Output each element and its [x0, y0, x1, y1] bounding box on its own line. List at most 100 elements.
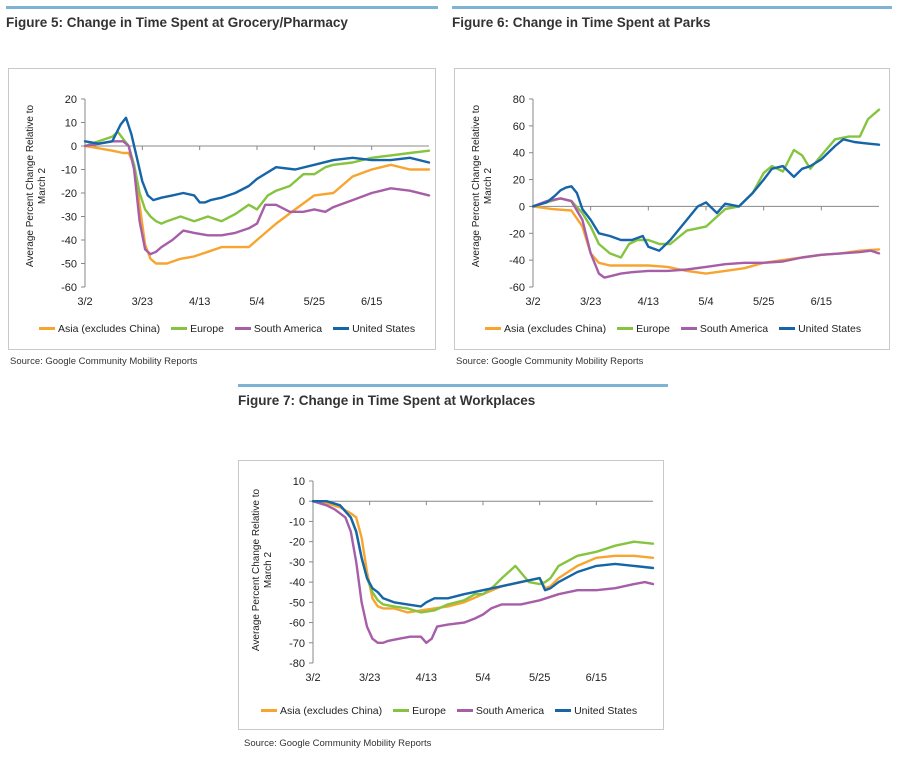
legend-swatch-europe	[171, 326, 188, 330]
legend-swatch-europe	[393, 708, 410, 712]
y-tick-label: 40	[513, 148, 525, 160]
y-tick-label: 60	[513, 121, 525, 133]
legend-item-europe: Europe	[617, 323, 670, 335]
figure-5-rule	[6, 6, 438, 9]
x-tick-label: 3/2	[77, 296, 92, 308]
x-tick-label: 3/23	[359, 672, 380, 684]
series-line-south-america	[311, 500, 655, 645]
y-tick-label: 0	[71, 141, 77, 153]
legend-item-south-america: South America	[234, 323, 323, 335]
legend-item-united-states: United States	[779, 323, 861, 335]
legend-label-south-america: South America	[475, 705, 545, 717]
series-line-asia-excludes-china	[83, 144, 431, 265]
y-tick-label: -30	[289, 557, 305, 569]
legend-label-united-states: United States	[574, 705, 638, 717]
legend-item-asia: Asia (excludes China)	[261, 705, 382, 717]
legend-label-europe: Europe	[190, 323, 224, 335]
y-tick-label: -50	[289, 597, 305, 609]
legend-label-asia: Asia (excludes China)	[504, 323, 607, 335]
legend-item-south-america: South America	[680, 323, 769, 335]
figure-5-plot: 20 10 0 -10 -20 -30 -40 -50 -603/2 3/23 4/13 5/4 5/2…	[61, 94, 431, 308]
legend-label-united-states: United States	[352, 323, 416, 335]
figure-7-rule	[238, 384, 668, 387]
legend-label-united-states: United States	[798, 323, 862, 335]
y-tick-label: -20	[509, 228, 525, 240]
figure-7-plot: 10 0 -10 -20 -30 -40 -50 -60 -70 -803/2 3/23 4/13 5/…	[289, 476, 655, 684]
legend-swatch-united-states	[779, 326, 796, 330]
x-tick-label: 6/15	[586, 672, 607, 684]
legend-label-south-america: South America	[699, 323, 769, 335]
figure-6-chart-frame: Average Percent Change Relative to March…	[454, 68, 890, 350]
figure-7: Figure 7: Change in Time Spent at Workpl…	[238, 384, 668, 759]
figure-7-title: Figure 7: Change in Time Spent at Workpl…	[238, 393, 536, 408]
series-line-asia-excludes-china	[311, 500, 655, 614]
legend-item-united-states: United States	[555, 705, 637, 717]
x-tick-label: 4/13	[638, 296, 659, 308]
figure-6-rule	[452, 6, 892, 9]
x-tick-label: 3/2	[525, 296, 540, 308]
y-tick-label: -20	[289, 537, 305, 549]
x-tick-label: 5/4	[475, 672, 490, 684]
y-tick-label: 10	[65, 118, 77, 130]
y-tick-label: -10	[289, 516, 305, 528]
y-tick-label: -20	[61, 188, 77, 200]
figure-6-plot: 80 60 40 20 0 -20 -40 -603/2 3/23 4/13 5/4 5/25 6/15	[509, 94, 881, 308]
y-tick-label: -60	[289, 618, 305, 630]
legend-item-united-states: United States	[333, 323, 415, 335]
x-tick-label: 5/25	[529, 672, 550, 684]
legend-swatch-united-states	[333, 326, 350, 330]
figure-6-source: Source: Google Community Mobility Report…	[456, 356, 644, 367]
y-tick-label: -70	[289, 638, 305, 650]
x-tick-label: 5/25	[753, 296, 774, 308]
x-tick-label: 6/15	[361, 296, 382, 308]
figure-7-legend: Asia (excludes China) Europe South Ameri…	[261, 705, 645, 717]
x-tick-label: 6/15	[811, 296, 832, 308]
y-tick-label: 0	[299, 496, 305, 508]
figure-7-chart-frame: Average Percent Change Relative to March…	[238, 460, 664, 730]
legend-item-south-america: South America	[456, 705, 545, 717]
figure-5-chart-frame: Average Percent Change Relative to March…	[8, 68, 436, 350]
series-line-united-states	[531, 138, 881, 252]
x-tick-label: 3/23	[132, 296, 153, 308]
series-line-south-america	[83, 140, 431, 256]
figure-5-title: Figure 5: Change in Time Spent at Grocer…	[6, 15, 348, 30]
legend-item-asia: Asia (excludes China)	[39, 323, 160, 335]
series-line-south-america	[531, 197, 881, 279]
y-tick-label: -40	[509, 255, 525, 267]
legend-label-asia: Asia (excludes China)	[58, 323, 161, 335]
legend-label-europe: Europe	[636, 323, 670, 335]
legend-item-europe: Europe	[393, 705, 446, 717]
legend-swatch-south-america	[680, 326, 697, 330]
series-line-europe	[531, 108, 881, 259]
legend-item-europe: Europe	[171, 323, 224, 335]
y-tick-label: 20	[65, 94, 77, 106]
x-tick-label: 4/13	[189, 296, 210, 308]
x-tick-label: 3/23	[580, 296, 601, 308]
legend-swatch-europe	[617, 326, 634, 330]
y-tick-label: -10	[61, 165, 77, 177]
y-tick-label: -30	[61, 212, 77, 224]
legend-item-asia: Asia (excludes China)	[485, 323, 606, 335]
y-tick-label: -40	[289, 577, 305, 589]
y-tick-label: 80	[513, 94, 525, 106]
legend-label-south-america: South America	[253, 323, 323, 335]
legend-label-asia: Asia (excludes China)	[280, 705, 383, 717]
x-tick-label: 5/25	[304, 296, 325, 308]
legend-swatch-asia	[39, 326, 55, 330]
figure-6: Figure 6: Change in Time Spent at Parks …	[452, 6, 892, 376]
figure-5: Figure 5: Change in Time Spent at Grocer…	[6, 6, 438, 376]
legend-swatch-asia	[261, 708, 277, 712]
y-tick-label: 0	[519, 201, 525, 213]
x-tick-label: 5/4	[249, 296, 264, 308]
y-tick-label: -60	[509, 282, 525, 294]
y-tick-label: 20	[513, 175, 525, 187]
x-tick-label: 4/13	[416, 672, 437, 684]
series-line-united-states	[311, 500, 655, 608]
x-tick-label: 5/4	[698, 296, 713, 308]
figure-6-title: Figure 6: Change in Time Spent at Parks	[452, 15, 711, 30]
figure-5-legend: Asia (excludes China) Europe South Ameri…	[39, 323, 423, 335]
y-tick-label: 10	[293, 476, 305, 488]
figure-7-source: Source: Google Community Mobility Report…	[244, 738, 432, 749]
y-tick-label: -80	[289, 658, 305, 670]
legend-label-europe: Europe	[412, 705, 446, 717]
